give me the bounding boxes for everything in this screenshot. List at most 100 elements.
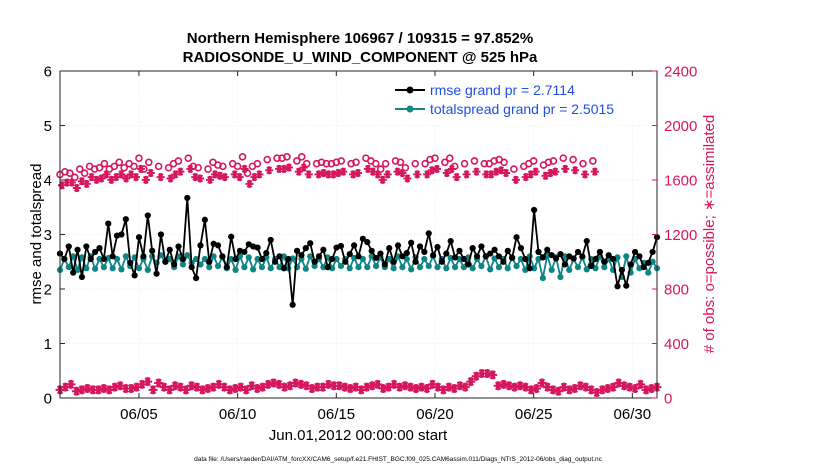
y-right-tick-label: 800 — [664, 282, 689, 299]
rmse-point — [223, 264, 230, 271]
obs-possible-point — [233, 162, 242, 171]
obs-assimilated-point — [275, 164, 284, 173]
totalspread-point — [434, 264, 441, 271]
totalspread-point — [320, 264, 327, 271]
rmse-point — [131, 272, 138, 279]
obs-low-dot — [287, 383, 293, 389]
rmse-point — [460, 255, 467, 263]
totalspread-point — [425, 263, 432, 270]
totalspread-point — [100, 264, 107, 271]
obs-possible-point — [194, 163, 202, 172]
totalspread-point — [451, 264, 459, 271]
legend-rmse-label: rmse grand pr = 2.7114 — [430, 82, 575, 98]
totalspread-point — [228, 255, 235, 263]
rmse-point — [645, 259, 652, 266]
obs-assimilated-point — [580, 170, 589, 179]
totalspread-point — [443, 265, 450, 272]
rmse-point — [623, 282, 630, 289]
y-left-tick-label: 3 — [44, 227, 52, 244]
rmse-point — [258, 255, 266, 263]
obs-low-dot — [391, 381, 397, 387]
rmse-point — [276, 253, 283, 260]
obs-possible-point — [110, 162, 119, 171]
obs-assimilated-point — [67, 178, 76, 187]
obs-possible-point — [411, 159, 420, 168]
obs-assimilated-point — [378, 175, 387, 184]
rmse-point — [487, 250, 494, 257]
x-tick-label: 06/25 — [515, 406, 553, 423]
rmse-point — [574, 248, 582, 256]
totalspread-point — [372, 263, 380, 270]
obs-low-dot — [490, 372, 496, 378]
totalspread-point — [346, 265, 353, 272]
rmse-point — [342, 258, 349, 265]
y-right-tick-label: 1600 — [664, 173, 697, 190]
obs-possible-point — [243, 169, 252, 177]
obs-assimilated-point — [487, 170, 496, 179]
rmse-point — [614, 283, 621, 290]
obs-assimilated-point — [112, 173, 121, 182]
y-left-tick-label: 1 — [44, 336, 52, 353]
rmse-point — [517, 245, 525, 252]
rmse-point — [592, 255, 599, 263]
y-left-tick-label: 2 — [44, 282, 52, 299]
legend-spread-marker — [406, 105, 414, 113]
obs-assimilated-point — [191, 173, 200, 182]
obs-assimilated-point — [334, 169, 343, 178]
obs-possible-point — [480, 159, 489, 168]
obs-possible-point — [529, 157, 538, 165]
rmse-point — [271, 258, 279, 265]
totalspread-point — [302, 265, 309, 272]
rmse-point — [118, 231, 125, 238]
rmse-point — [570, 255, 577, 262]
obs-assimilated-point — [72, 184, 81, 192]
rmse-point — [263, 249, 270, 257]
rmse-point — [588, 263, 595, 270]
rmse-point — [561, 261, 568, 268]
obs-assimilated-point — [171, 170, 180, 179]
obs-possible-point — [71, 173, 79, 182]
totalspread-point — [487, 266, 494, 273]
obs-possible-point — [174, 157, 183, 165]
obs-possible-point — [431, 154, 439, 162]
rmse-point — [425, 230, 432, 237]
totalspread-point — [65, 264, 72, 271]
obs-low-dot — [479, 370, 485, 377]
obs-possible-point — [66, 169, 74, 177]
obs-low-dot — [320, 384, 326, 390]
obs-assimilated-point — [482, 170, 491, 179]
obs-assimilated-point — [122, 174, 131, 183]
totalspread-point — [109, 265, 116, 272]
obs-assimilated-point — [97, 174, 106, 183]
rmse-point — [601, 258, 608, 265]
obs-low-dot — [221, 384, 227, 390]
obs-assimilated-point — [319, 169, 328, 178]
totalspread-point — [333, 255, 340, 263]
obs-assimilated-point — [413, 170, 422, 179]
obs-possible-point — [204, 165, 212, 173]
y-left-tick-label: 6 — [44, 64, 52, 81]
obs-assimilated-point — [561, 164, 570, 173]
obs-low-dot — [440, 387, 446, 393]
obs-low-dot — [610, 384, 616, 390]
rmse-point — [394, 242, 402, 249]
totalspread-point — [469, 265, 476, 272]
rmse-point — [293, 247, 301, 254]
x-axis-label: Jun.01,2012 00:00:00 start — [269, 427, 448, 444]
obs-assimilated-point — [156, 173, 165, 182]
rmse-point — [302, 245, 309, 252]
rmse-point — [105, 220, 112, 227]
rmse-point — [539, 254, 546, 261]
totalspread-point — [250, 266, 257, 273]
totalspread-point — [135, 265, 143, 272]
chart-title-line2: RADIOSONDE_U_WIND_COMPONENT @ 525 hPa — [183, 49, 538, 66]
obs-low-dot — [117, 383, 123, 389]
obs-low-dot — [451, 385, 457, 392]
rmse-point — [324, 264, 331, 271]
obs-low-dot — [429, 381, 436, 387]
obs-low-dot — [134, 384, 140, 390]
rmse-point — [605, 252, 612, 259]
totalspread-point — [214, 263, 222, 270]
rmse-point — [618, 266, 625, 274]
